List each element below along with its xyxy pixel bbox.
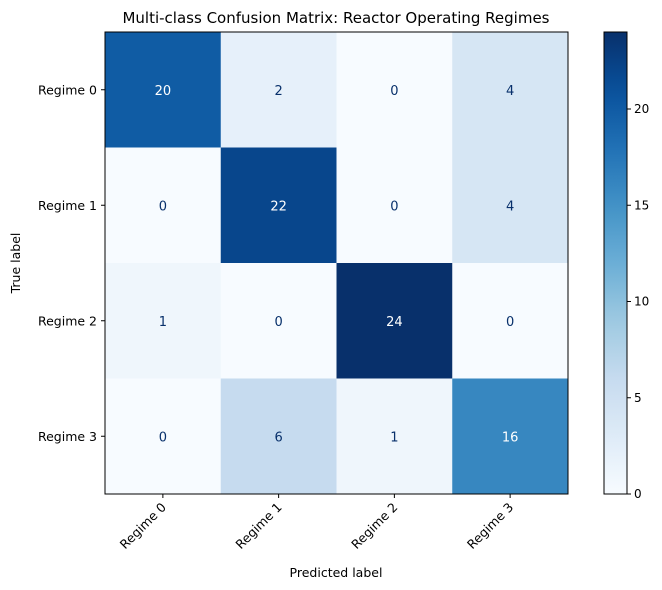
matrix-cell (220, 378, 337, 495)
x-axis-label: Predicted label (290, 565, 383, 580)
matrix-cell (105, 32, 222, 148)
x-axis-ticks: Regime 0 Regime 1 Regime 2 Regime 3 (117, 494, 516, 552)
cell-value-label: 0 (159, 430, 167, 445)
colorbar-tick-label: 5 (634, 391, 642, 405)
cell-value-label: 0 (390, 84, 398, 99)
y-tick-label: Regime 0 (38, 82, 97, 97)
cell-value-label: 24 (386, 315, 403, 330)
matrix-cell (220, 32, 337, 148)
colorbar-tick-label: 0 (634, 487, 642, 501)
cell-value-label: 4 (506, 199, 514, 214)
cell-value-label: 0 (159, 199, 167, 214)
matrix-cell (105, 147, 222, 264)
cell-value-label: 20 (155, 84, 172, 99)
matrix-cell (220, 263, 337, 379)
y-axis-label: True label (8, 233, 23, 295)
cell-value-label: 6 (274, 430, 282, 445)
matrix-cell (452, 32, 569, 148)
cell-value-label: 22 (270, 199, 287, 214)
matrix-cell (105, 263, 222, 379)
y-tick-label: Regime 1 (38, 198, 97, 213)
cell-value-label: 2 (274, 84, 282, 99)
matrix-cell (336, 263, 453, 379)
y-tick-label: Regime 3 (38, 429, 97, 444)
matrix-cell (105, 378, 222, 495)
colorbar-tick-label: 15 (634, 198, 649, 212)
colorbar-tick-label: 10 (634, 295, 649, 309)
matrix-frame (104, 31, 569, 495)
cell-value-label: 1 (159, 315, 167, 330)
x-tick-label: Regime 0 (117, 499, 169, 551)
matrix-cell (452, 263, 569, 379)
matrix-cells (105, 32, 569, 495)
matrix-cell-labels: 20 2 0 40 22 0 41 0 24 00 6 1 16 (155, 84, 519, 446)
y-axis-ticks: Regime 0 Regime 1 Regime 2 Regime 3 (38, 82, 105, 444)
matrix-cell (336, 147, 453, 264)
cell-value-label: 0 (506, 315, 514, 330)
matrix-cell (452, 378, 569, 495)
cell-value-label: 0 (274, 315, 282, 330)
cell-value-label: 16 (502, 430, 519, 445)
x-tick-label: Regime 1 (232, 500, 284, 552)
y-tick-label: Regime 2 (38, 313, 97, 328)
colorbar (603, 31, 628, 495)
matrix-cell (452, 147, 569, 264)
colorbar-ticks: 0 5 10 15 20 (627, 102, 649, 501)
x-tick-label: Regime 2 (348, 500, 400, 552)
matrix-cell (336, 32, 453, 148)
cell-value-label: 0 (390, 199, 398, 214)
colorbar-tick-label: 20 (634, 102, 649, 116)
chart-title: Multi-class Confusion Matrix: Reactor Op… (122, 9, 549, 27)
matrix-cell (220, 147, 337, 264)
cell-value-label: 1 (390, 430, 398, 445)
x-tick-label: Regime 3 (464, 500, 516, 552)
cell-value-label: 4 (506, 84, 514, 99)
matrix-cell (336, 378, 453, 495)
